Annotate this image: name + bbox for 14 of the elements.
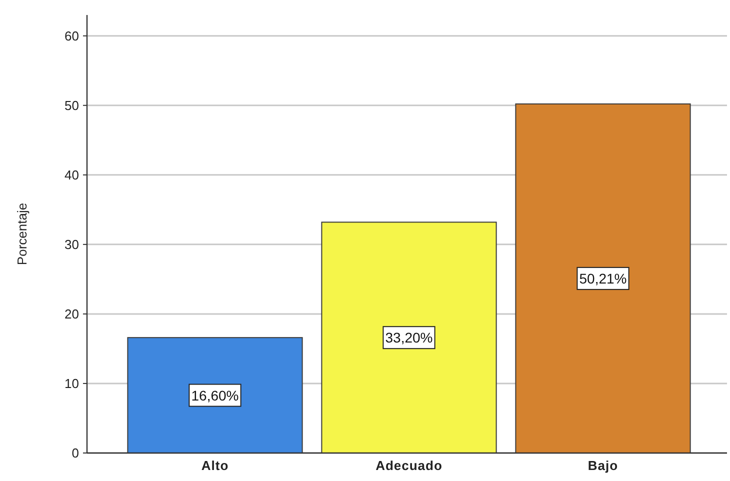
x-tick-label: Adecuado — [376, 458, 442, 473]
y-tick-label: 10 — [64, 376, 79, 391]
data-label: 50,21% — [579, 270, 627, 286]
y-axis-title: Porcentaje — [14, 202, 30, 266]
y-tick-label: 20 — [64, 306, 79, 322]
y-tick-label: 40 — [64, 167, 79, 182]
y-tick-label: 0 — [72, 446, 79, 460]
data-label: 33,20% — [385, 330, 433, 346]
x-tick-label: Bajo — [588, 458, 618, 473]
y-tick-label: 50 — [64, 98, 79, 113]
y-tick-label: 60 — [64, 28, 79, 44]
data-label: 16,60% — [191, 387, 239, 404]
x-tick-label: Alto — [201, 458, 229, 473]
y-tick-label: 30 — [64, 236, 79, 252]
